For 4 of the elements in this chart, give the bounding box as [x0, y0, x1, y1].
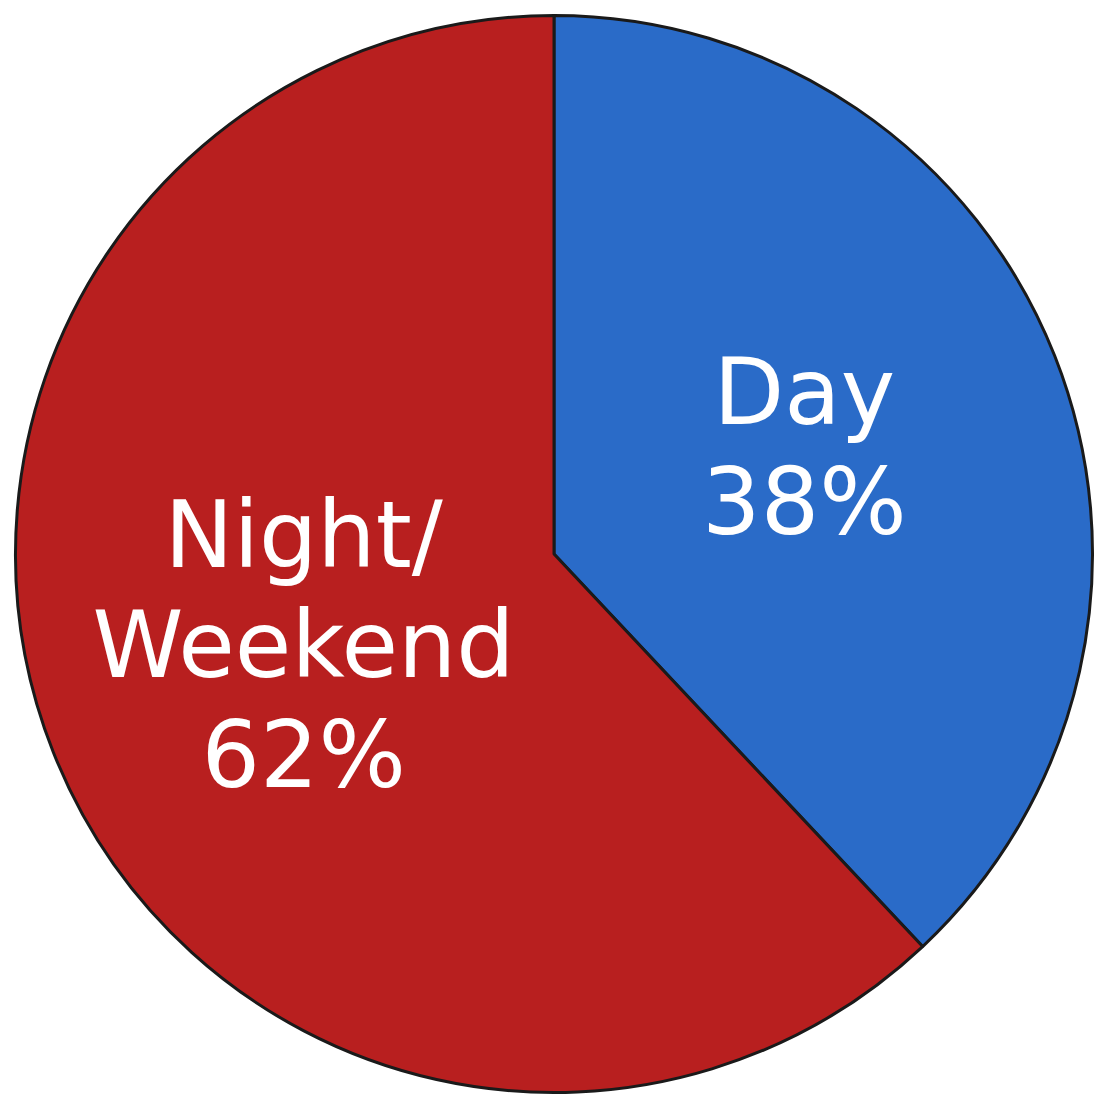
data-label: 38% [702, 448, 907, 556]
slice-label: Night/Weekend [92, 482, 515, 700]
slice-label: Day [713, 338, 896, 446]
data-label: 62% [201, 702, 406, 810]
